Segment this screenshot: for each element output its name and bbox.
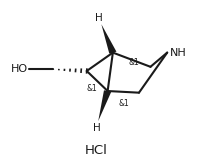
Text: &1: &1 [118, 99, 129, 108]
Text: HO: HO [11, 64, 28, 74]
Polygon shape [98, 90, 111, 121]
Text: &1: &1 [87, 84, 97, 93]
Text: H: H [93, 123, 101, 133]
Text: NH: NH [170, 48, 187, 58]
Text: HCl: HCl [85, 144, 108, 157]
Text: H: H [95, 13, 103, 23]
Text: &1: &1 [129, 58, 139, 67]
Polygon shape [101, 24, 116, 54]
